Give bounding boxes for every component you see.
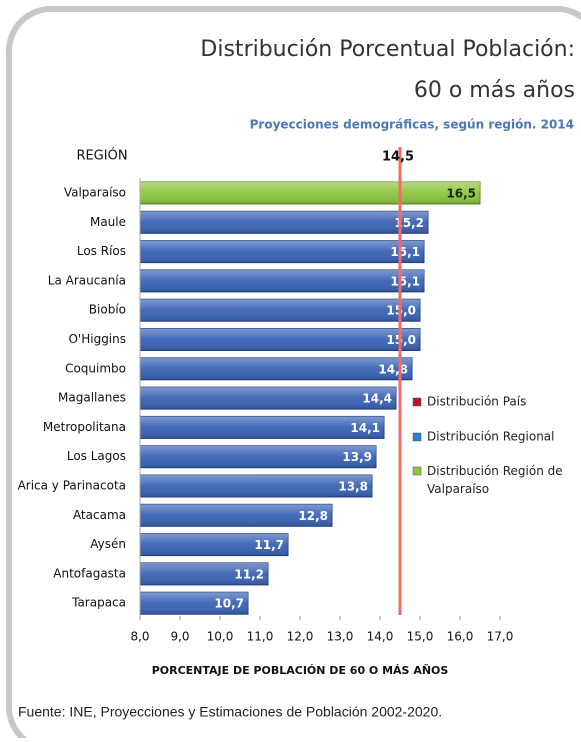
value-label: 11,7 [254,538,284,552]
y-tick-label: Atacama [73,508,126,522]
x-tick-label: 9,0 [170,630,189,644]
value-label: 14,1 [350,421,380,435]
legend-swatch [412,466,422,476]
chart-title: Distribución Porcentual Población: [200,37,575,62]
bar-gloss [140,475,372,497]
bar-gloss [140,357,412,380]
legend-swatch [412,397,422,407]
category-axis-label: REGIÓN [76,148,127,164]
value-label: 15,1 [390,245,420,259]
bar-gloss [140,299,420,322]
x-tick-label: 11,0 [247,630,274,644]
bar-gloss [140,211,428,234]
bar-gloss [140,533,288,556]
value-label: 13,9 [342,450,372,464]
bar-gloss [140,504,332,527]
y-tick-label: Antofagasta [53,566,126,580]
x-axis-label: PORCENTAJE DE POBLACIÓN DE 60 O MÁS AÑOS [152,664,449,677]
y-tick-label: Valparaíso [64,186,126,200]
x-tick-label: 14,0 [367,630,394,644]
bar-gloss [140,182,480,204]
legend-label: Distribución País [427,395,526,409]
x-tick-label: 12,0 [287,630,314,644]
x-tick-label: 13,0 [327,630,354,644]
y-tick-label: O'Higgins [68,332,126,346]
value-label: 10,7 [214,597,244,611]
value-label: 15,2 [394,216,424,230]
reference-label: 14,5 [382,150,414,165]
y-tick-label: Aysén [90,537,126,551]
y-tick-label: Magallanes [58,391,126,405]
bar-gloss [140,445,376,468]
legend-label: Distribución Región de Valparaíso [427,464,563,496]
source-note: Fuente: INE, Proyecciones y Estimaciones… [18,704,442,720]
value-label: 14,4 [362,392,392,406]
value-label: 14,8 [378,362,408,376]
y-tick-label: Tarapaca [71,596,126,610]
x-tick-label: 15,0 [407,630,434,644]
x-tick-label: 17,0 [487,630,514,644]
y-tick-label: Metropolitana [43,420,126,434]
bar-gloss [140,416,384,439]
value-label: 15,1 [390,274,420,288]
bar-gloss [140,328,420,351]
legend-label: Distribución Regional [427,430,554,444]
bar-gloss [140,562,268,585]
y-tick-label: Maule [90,215,126,229]
legend-swatch [412,432,422,442]
chart-subtitle: Proyecciones demográficas, según región.… [250,118,574,132]
y-tick-label: Arica y Parinacota [18,479,126,493]
value-label: 11,2 [234,567,264,581]
bar-gloss [140,269,424,292]
y-tick-label: Coquimbo [65,361,126,375]
bar-gloss [140,240,424,263]
bar-gloss [140,592,248,615]
x-tick-label: 16,0 [447,630,474,644]
value-label: 12,8 [298,509,328,523]
y-tick-label: Biobío [89,303,126,317]
y-tick-label: La Araucanía [48,273,126,287]
x-tick-label: 8,0 [130,630,149,644]
value-label: 16,5 [446,187,476,201]
x-tick-label: 10,0 [207,630,234,644]
bar-gloss [140,387,396,410]
y-tick-label: Los Lagos [67,449,126,463]
value-label: 13,8 [338,480,368,494]
chart-title: 60 o más años [414,78,575,103]
y-tick-label: Los Ríos [77,244,126,258]
